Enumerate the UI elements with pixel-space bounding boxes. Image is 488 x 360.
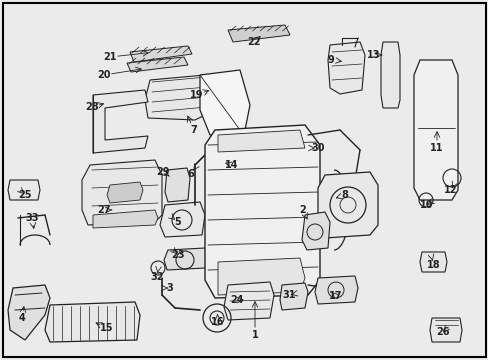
- Text: 19: 19: [190, 90, 203, 100]
- Polygon shape: [413, 60, 457, 200]
- Polygon shape: [107, 182, 142, 203]
- Polygon shape: [380, 42, 399, 108]
- Text: 4: 4: [19, 313, 25, 323]
- Text: 26: 26: [435, 327, 449, 337]
- Polygon shape: [419, 252, 446, 272]
- Text: 14: 14: [225, 160, 238, 170]
- Polygon shape: [127, 57, 187, 72]
- Text: 6: 6: [187, 169, 194, 179]
- Text: 20: 20: [97, 70, 110, 80]
- Polygon shape: [280, 283, 307, 310]
- Text: 7: 7: [190, 125, 197, 135]
- Text: 24: 24: [230, 295, 243, 305]
- Text: 21: 21: [103, 52, 117, 62]
- Text: 2: 2: [299, 205, 306, 215]
- Text: 28: 28: [85, 102, 99, 112]
- Polygon shape: [164, 168, 190, 202]
- Text: 25: 25: [18, 190, 32, 200]
- Text: 12: 12: [443, 185, 457, 195]
- Text: 22: 22: [247, 37, 260, 47]
- Polygon shape: [163, 248, 207, 270]
- Polygon shape: [93, 210, 158, 228]
- Text: 30: 30: [311, 143, 324, 153]
- Polygon shape: [145, 75, 209, 120]
- Text: 3: 3: [166, 283, 173, 293]
- Text: 1: 1: [251, 330, 258, 340]
- Polygon shape: [204, 125, 319, 298]
- Text: 27: 27: [97, 205, 110, 215]
- Polygon shape: [82, 160, 162, 225]
- Text: 16: 16: [211, 317, 224, 327]
- Text: 11: 11: [429, 143, 443, 153]
- Polygon shape: [8, 180, 40, 200]
- Text: 9: 9: [327, 55, 334, 65]
- Polygon shape: [218, 130, 305, 152]
- Text: 17: 17: [328, 291, 342, 301]
- Text: 8: 8: [341, 190, 348, 200]
- Polygon shape: [317, 172, 377, 238]
- Polygon shape: [314, 276, 357, 304]
- Text: 29: 29: [156, 167, 169, 177]
- Text: 5: 5: [174, 217, 181, 227]
- Text: 15: 15: [100, 323, 114, 333]
- Polygon shape: [218, 258, 305, 295]
- Polygon shape: [130, 46, 192, 62]
- Polygon shape: [93, 90, 148, 153]
- Text: 32: 32: [150, 272, 163, 282]
- Polygon shape: [8, 285, 50, 340]
- Text: 31: 31: [282, 290, 295, 300]
- Polygon shape: [45, 302, 140, 342]
- Polygon shape: [200, 70, 249, 135]
- Polygon shape: [227, 25, 289, 42]
- Polygon shape: [327, 42, 364, 94]
- Text: 23: 23: [171, 250, 184, 260]
- Polygon shape: [160, 202, 204, 237]
- Text: 13: 13: [366, 50, 380, 60]
- Polygon shape: [224, 282, 273, 320]
- Polygon shape: [429, 318, 461, 342]
- Text: 33: 33: [25, 213, 39, 223]
- Text: 10: 10: [419, 200, 433, 210]
- Text: 18: 18: [427, 260, 440, 270]
- Polygon shape: [302, 212, 329, 250]
